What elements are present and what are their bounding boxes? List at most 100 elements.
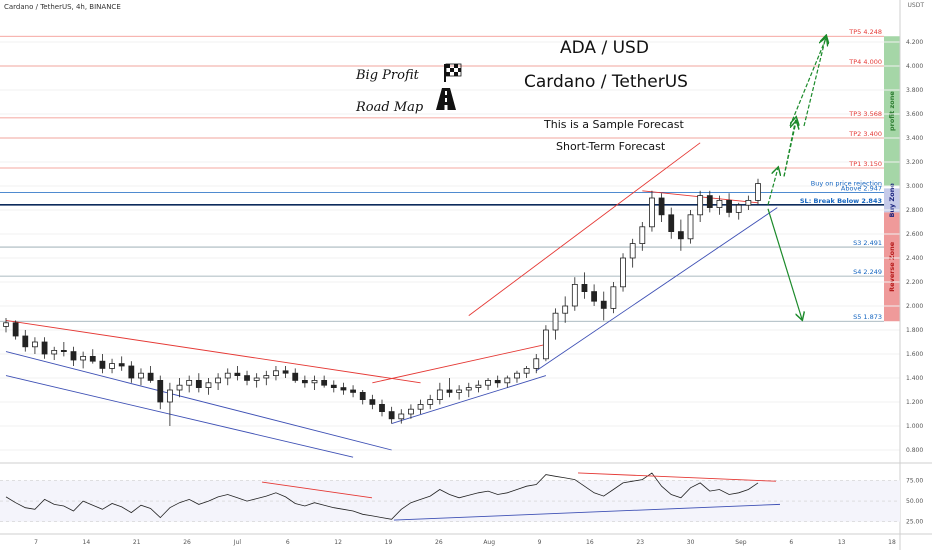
candle-body <box>514 372 520 379</box>
candle-body <box>263 375 270 379</box>
rsi-resistance-line <box>261 481 373 499</box>
candle-body <box>166 389 173 403</box>
candle-body <box>485 379 491 386</box>
candle-body <box>138 372 144 379</box>
level-label: S3 2.491 <box>853 239 882 247</box>
chart-subtitle: Cardano / TetherUS <box>524 72 688 92</box>
price-tick-label: 3.600 <box>906 111 923 118</box>
price-tick-label: 4.000 <box>906 63 923 70</box>
candle-body <box>3 322 9 327</box>
candle-body <box>658 197 665 216</box>
level-label: SL: Break Below 2.843 <box>800 197 882 205</box>
date-tick-label: 19 <box>385 539 393 546</box>
price-tick-label: 3.400 <box>906 135 923 142</box>
candle-body <box>629 243 636 259</box>
price-tick-label: 1.400 <box>906 375 923 382</box>
candle-body <box>186 379 193 386</box>
reverse-zone-band <box>884 212 900 322</box>
rsi-support-line <box>393 503 781 521</box>
candle-body <box>118 363 125 367</box>
candle-body <box>282 370 289 374</box>
level-label: TP2 3.400 <box>848 130 882 138</box>
candle-body <box>301 379 308 384</box>
candle-body <box>523 367 530 374</box>
date-tick-label: 16 <box>586 539 594 546</box>
candle-body <box>147 372 154 381</box>
level-label: TP4 4.000 <box>848 58 882 66</box>
price-tick-label: 0.800 <box>906 447 923 454</box>
price-tick-label: 3.200 <box>906 159 923 166</box>
candle-body <box>552 312 559 331</box>
candle-body <box>321 379 328 386</box>
price-tick-label: 1.000 <box>906 423 923 430</box>
level-label: S4 2.249 <box>853 268 882 276</box>
candle-body <box>99 360 106 369</box>
forecast-arrow <box>767 168 778 205</box>
price-tick-label: 2.800 <box>906 207 923 214</box>
price-tick-label: 4.200 <box>906 39 923 46</box>
candle-body <box>726 199 732 213</box>
candle-body <box>109 363 115 369</box>
rsi-tick-label: 50.00 <box>906 498 923 505</box>
channel-lower-line <box>5 375 354 458</box>
candle-body <box>408 408 414 415</box>
candle-body <box>70 351 77 361</box>
candle-body <box>128 365 135 379</box>
candle-body <box>745 199 752 206</box>
candle-body <box>591 291 598 302</box>
forecast-arrow <box>803 36 826 127</box>
candle-body <box>253 377 260 381</box>
candle-body <box>436 389 443 401</box>
candle-body <box>157 379 164 403</box>
currency-label: USDT <box>907 2 925 9</box>
date-tick-label: 30 <box>687 539 695 546</box>
candle-body <box>176 384 183 391</box>
rising-support-line <box>536 207 778 372</box>
candle-body <box>668 214 675 233</box>
date-tick-label: 23 <box>636 539 644 546</box>
candle-body <box>716 199 723 208</box>
reverse-zone-label: Reverse Zone <box>888 241 896 292</box>
candle-body <box>51 349 58 355</box>
price-tick-label: 1.800 <box>906 327 923 334</box>
candle-body <box>465 387 472 391</box>
candle-body <box>41 341 48 355</box>
candle-body <box>542 329 549 360</box>
candle-body <box>12 322 19 337</box>
date-tick-label: Aug <box>483 539 495 546</box>
rsi-line <box>5 472 759 520</box>
price-tick-label: 1.600 <box>906 351 923 358</box>
price-tick-label: 2.600 <box>906 231 923 238</box>
candle-body <box>677 231 684 240</box>
candle-body <box>350 389 356 393</box>
candle-body <box>706 195 713 209</box>
level-label: TP3 3.568 <box>848 110 882 118</box>
date-tick-label: 18 <box>888 539 896 546</box>
level-label: S5 1.873 <box>853 313 882 321</box>
candle-body <box>735 204 742 213</box>
uptrend-resistance-line <box>372 343 546 384</box>
candle-body <box>581 283 588 292</box>
candle-body <box>562 305 569 314</box>
level-label: TP5 4.248 <box>848 28 882 36</box>
candle-body <box>195 379 202 388</box>
candle-body <box>755 183 761 201</box>
candle-body <box>417 403 424 410</box>
candle-body <box>388 411 395 420</box>
candle-body <box>446 389 453 393</box>
symbol-header: Cardano / TetherUS, 4h, BINANCE <box>4 3 121 11</box>
date-tick-label: 13 <box>838 539 846 546</box>
candle-body <box>494 379 501 384</box>
candle-body <box>639 226 646 245</box>
downtrend-lower-line <box>5 351 392 451</box>
checkered-flag-icon <box>444 63 462 82</box>
profit-zone-label: profit zone <box>888 91 896 131</box>
uptrend-support-line <box>391 375 547 425</box>
candle-body <box>215 377 222 384</box>
candle-body <box>610 286 617 309</box>
candle-body <box>292 372 299 381</box>
candle-body <box>427 399 434 405</box>
road-map-label: Road Map <box>356 100 424 115</box>
candle-body <box>533 358 540 369</box>
